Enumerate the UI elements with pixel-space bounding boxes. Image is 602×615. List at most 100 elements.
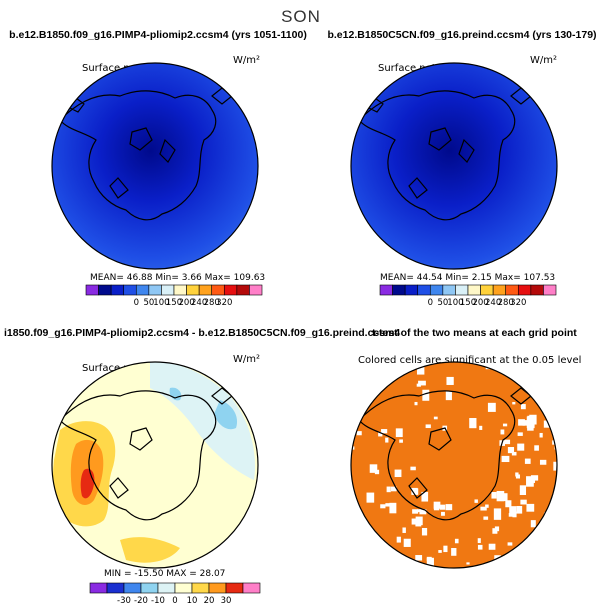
panel-a-coastline [59, 87, 233, 221]
panel-d-insignificant-cell [454, 538, 459, 544]
panel-a-stats: MEAN= 46.88 Min= 3.66 Max= 109.63 [90, 273, 265, 283]
panel-d-coastline [358, 387, 532, 521]
panel-c-colorbar-box [140, 582, 159, 594]
panel-b-colorbar-box [505, 284, 519, 296]
panel-d-insignificant-cell [469, 418, 477, 429]
panel-d-insignificant-cell [483, 516, 489, 520]
panel-a-colorbar-box [148, 284, 162, 296]
panel-b-colorbar-box [404, 284, 419, 296]
panel-b-colorbar-box [480, 284, 494, 296]
panel-d-insignificant-cell [424, 571, 427, 574]
panel-c-colorbar-tick-label: -30 [117, 596, 131, 606]
panel-b-colorbar-tick-label: 280 [498, 298, 514, 308]
panel-d-map-border [350, 361, 558, 569]
panel-b-colorbar-tick-label: 50 [437, 298, 448, 308]
panel-d-insignificant-cell [414, 561, 418, 565]
panel-d-insignificant-cell [487, 402, 496, 412]
panel-b-colorbar-box [417, 284, 431, 296]
panel-d-insignificant-cell [433, 416, 438, 420]
panel-b-colorbar-box [543, 284, 557, 296]
panel-d-insignificant-cell [502, 423, 508, 427]
panel-d-insignificant-cell [445, 504, 453, 511]
panel-a-map-border [51, 62, 259, 270]
panel-d-insignificant-cell [520, 499, 527, 505]
panel-a-colorbar-box [123, 284, 137, 296]
panel-a-colorbar-box [173, 284, 187, 296]
panel-d-insignificant-cell [437, 569, 445, 579]
panel-d-insignificant-cell [394, 469, 402, 478]
panel-d-insignificant-cell [522, 420, 530, 426]
panel-c-blue-patch [214, 400, 238, 430]
panel-a-colorbar-box [211, 284, 225, 296]
panel-d-insignificant-cell [493, 508, 502, 520]
panel-b-colorbar-box [530, 284, 544, 296]
panel-d-insignificant-cell [356, 431, 362, 436]
panel-d-insignificant-cell [518, 419, 525, 426]
panel-c-colorbar: -30 -20 -10 0 10 20 30 [89, 582, 261, 606]
panel-d-insignificant-cell [534, 445, 539, 451]
panel-d-insignificant-cell [395, 428, 403, 438]
panel-d-insignificant-cell [438, 550, 442, 553]
panel-d-insignificant-cell [519, 485, 527, 496]
panel-d-insignificant-cell [508, 513, 514, 517]
panel-d-insignificant-cell [396, 536, 401, 543]
panel-a-colorbar-tick-label: 320 [216, 298, 232, 308]
panel-d-insignificant-cell [426, 557, 434, 568]
panel-d-insignificant-cell [479, 425, 483, 430]
panel-b-colorbar-tick-label: 320 [510, 298, 526, 308]
panel-a-colorbar-tick-label: 100 [153, 298, 169, 308]
panel-a-colorbar-box [135, 284, 150, 296]
panel-d-insignificant-cell [477, 544, 483, 550]
panel-b-colorbar-box [392, 284, 406, 296]
panel-d-insignificant-cell [517, 432, 523, 436]
panel-d-insignificant-cell [385, 437, 389, 443]
panel-d-insignificant-cell [422, 389, 430, 401]
panel-b-colorbar-tick-label: 200 [472, 298, 488, 308]
panel-d-insignificant-cell [466, 562, 470, 565]
panel-d-insignificant-cell [369, 464, 378, 473]
panel-c-colorbar-box [174, 582, 193, 594]
panel-b-map-border [350, 62, 558, 270]
panel-d-insignificant-cell [366, 492, 375, 503]
panel-d-insignificant-cell [517, 443, 525, 451]
panel-d-insignificant-cell [519, 550, 528, 556]
figure-title: SON [281, 7, 321, 26]
panel-b-colorbar-tick-label: 100 [447, 298, 463, 308]
panel-a-map [52, 63, 258, 269]
panel-c-units: W/m² [233, 354, 260, 365]
panel-d-insignificant-cell [501, 442, 505, 446]
panel-d-insignificant-cell [512, 511, 517, 518]
panel-b-colorbar-box [442, 284, 456, 296]
panel-b-colorbar-box [429, 284, 444, 296]
panel-c-colorbar-box [89, 582, 108, 594]
panel-difference-c: i1850.f09_g16.PIMP4-pliomip2.ccsm4 - b.e… [4, 327, 400, 606]
panel-c-colorbar-box [242, 582, 261, 594]
panel-d-insignificant-cell [529, 414, 537, 425]
panel-d-insignificant-cell [403, 538, 411, 547]
panel-d-insignificant-cell [419, 509, 427, 515]
panel-d-insignificant-cell [389, 502, 397, 514]
panel-d-insignificant-cell [539, 459, 547, 465]
panel-c-colorbar-box [123, 582, 142, 594]
panel-d-insignificant-cell [500, 429, 505, 435]
panel-d-insignificant-cell [507, 447, 515, 454]
panel-b-colorbar-tick-label: 0 [428, 298, 433, 308]
panel-d-insignificant-cell [501, 455, 510, 463]
panel-c-colorbar-tick-label: -20 [134, 596, 148, 606]
panel-c-coastline [59, 387, 233, 521]
panel-c-stats: MIN = -15.50 MAX = 28.07 [104, 569, 225, 579]
panel-a-colorbar-box [198, 284, 213, 296]
panel-c-title: i1850.f09_g16.PIMP4-pliomip2.ccsm4 - b.e… [4, 327, 400, 339]
panel-a-colorbar-box [161, 284, 175, 296]
panel-d-insignificant-cell [539, 432, 543, 438]
panel-a-title: b.e12.B1850.f09_g16.PIMP4-pliomip2.ccsm4… [9, 29, 307, 41]
panel-c-colorbar-box [191, 582, 210, 594]
panel-d-insignificant-cell [433, 504, 440, 511]
panel-d-insignificant-cell [504, 439, 511, 445]
panel-a-colorbar-tick-label: 200 [178, 298, 194, 308]
panel-d-insignificant-cell [385, 503, 390, 507]
panel-d-insignificant-cell [414, 401, 418, 406]
panel-d-insignificant-cell [412, 488, 419, 495]
panel-d-insignificant-cell [552, 440, 556, 445]
panel-d-insignificant-cell [474, 499, 478, 503]
